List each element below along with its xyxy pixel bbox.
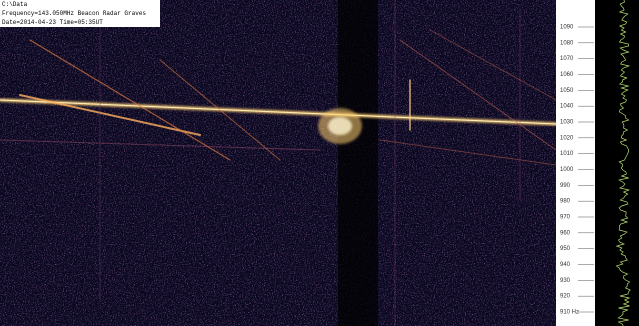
scale-label: 1090: [560, 25, 574, 31]
scale-label: 940: [560, 262, 571, 268]
scale-label: 990: [560, 183, 571, 189]
scale-label: 1000: [560, 167, 574, 173]
scale-label: 910 Hz: [560, 310, 579, 316]
scale-label: 980: [560, 199, 571, 205]
date-text: Date=2014-04-23 Time=05:35UT: [2, 19, 103, 26]
scale-label: 970: [560, 215, 571, 221]
scale-label: 1060: [560, 72, 574, 78]
scale-label: 950: [560, 246, 571, 252]
scale-label: 960: [560, 230, 571, 236]
scale-label: 1040: [560, 104, 574, 110]
scale-label: 1050: [560, 88, 574, 94]
spectrogram-window: C:\Data Frequency=143.050MHz Beacon Rada…: [0, 0, 639, 326]
scale-label: 1080: [560, 40, 574, 46]
page: {"header": {"path": "C:\\Data", "frequen…: [0, 0, 639, 326]
scale-label: 920: [560, 294, 571, 300]
scale-label: 1020: [560, 135, 574, 141]
scale-label: 1070: [560, 56, 574, 62]
frequency-text: Frequency=143.050MHz Beacon Radar Graves: [2, 10, 146, 17]
spectrogram: C:\Data Frequency=143.050MHz Beacon Rada…: [0, 0, 556, 326]
frequency-scale: 1090 1080 1070 1060 1050 1040 1030 1020 1010 1000…: [556, 0, 595, 326]
scale-label: 1010: [560, 151, 574, 157]
scale-label: 1030: [560, 120, 574, 126]
signal-panel: [595, 0, 639, 326]
path-text: C:\Data: [2, 1, 28, 8]
scale-label: 930: [560, 278, 571, 284]
